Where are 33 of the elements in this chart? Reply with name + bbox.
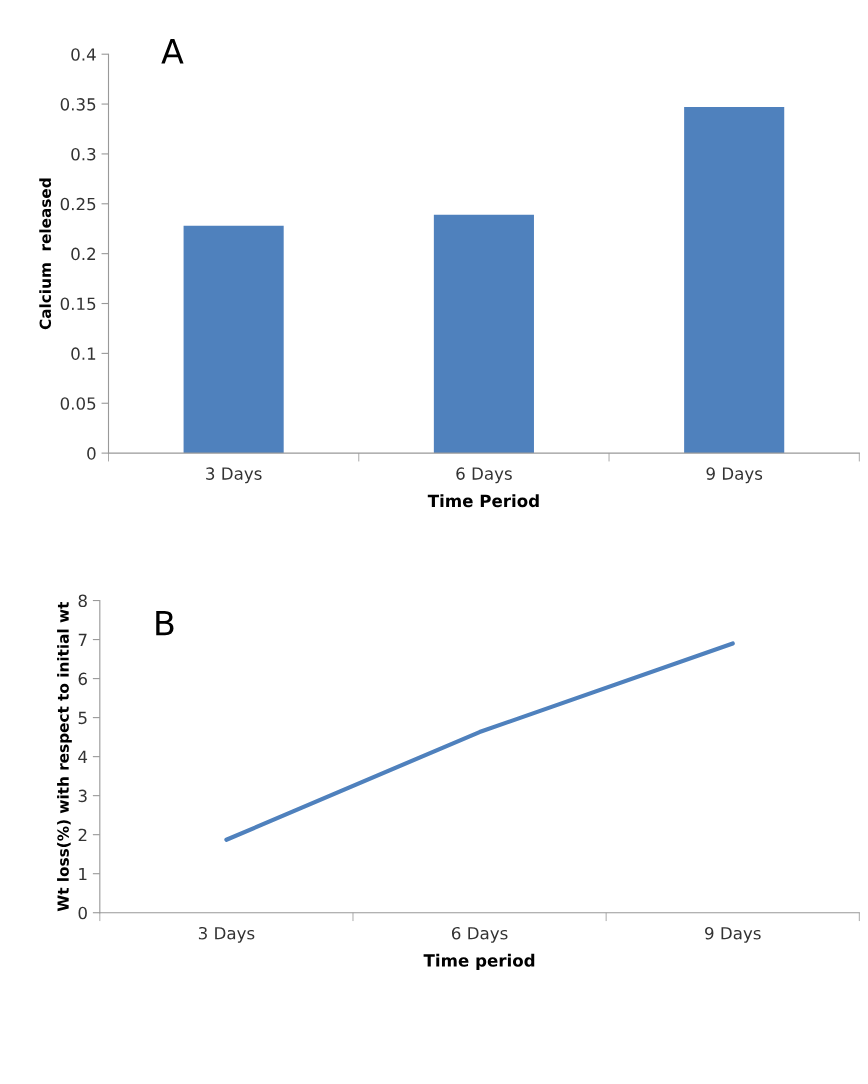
y-tick-label: 0.05 <box>60 397 96 410</box>
x-axis-title: Time period <box>423 953 535 970</box>
x-tick-label: 3 Days <box>206 467 262 484</box>
y-tick-label: 0 <box>87 447 96 460</box>
x-tick-label: 6 Days <box>456 467 512 484</box>
y-tick-label: 0.3 <box>71 147 96 161</box>
y-tick-label: 0.15 <box>60 297 96 311</box>
y-tick-label: 0.1 <box>71 347 96 360</box>
bar <box>684 107 785 454</box>
y-tick-label: 0.4 <box>71 48 96 61</box>
bar <box>183 225 284 454</box>
y-tick-label: 4 <box>78 750 88 763</box>
y-axis-title: Wt loss(%) with respect to initial wt <box>57 601 72 912</box>
chart-title: A <box>161 39 184 64</box>
y-tick-label: 5 <box>78 711 87 725</box>
y-tick-label: 2 <box>78 828 87 842</box>
x-tick-label: 6 Days <box>451 926 508 943</box>
y-tick-label: 0 <box>78 906 87 920</box>
chart-title: B <box>156 610 174 636</box>
y-tick-label: 0.35 <box>60 98 96 111</box>
y-tick-label: 3 <box>78 789 87 803</box>
y-tick-label: 0.2 <box>71 247 96 261</box>
x-tick-label: 9 Days <box>705 926 761 943</box>
x-axis-title: Time Period <box>427 494 539 508</box>
y-axis-title: Calcium released <box>39 178 52 330</box>
y-tick-label: 8 <box>78 594 87 608</box>
y-tick-label: 0.25 <box>60 197 96 211</box>
bar <box>433 214 534 454</box>
y-tick-label: 6 <box>78 672 87 686</box>
y-tick-label: 7 <box>78 633 87 646</box>
x-tick-label: 9 Days <box>706 467 763 484</box>
x-tick-label: 3 Days <box>198 926 255 943</box>
y-tick-label: 1 <box>79 867 87 881</box>
